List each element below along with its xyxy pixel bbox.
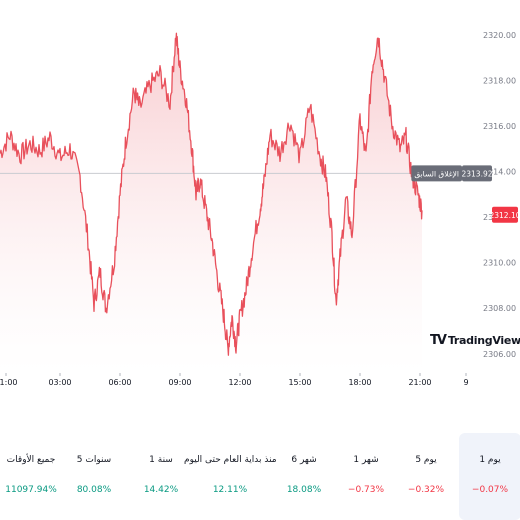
price-area-fill bbox=[0, 33, 422, 373]
period-change-value: 14.42% bbox=[143, 485, 179, 495]
x-axis: 01:00 03:00 06:00 09:00 12:00 15:00 18:00 21:00… bbox=[0, 373, 469, 387]
x-tick-label: 12:00 bbox=[228, 378, 251, 387]
period-tab[interactable]: 6 شهر 18.08% bbox=[273, 433, 335, 520]
period-label: 1 شهر bbox=[353, 455, 379, 465]
x-tick-label: 09:00 bbox=[168, 378, 191, 387]
period-label: 5 سنوات bbox=[76, 455, 112, 465]
period-change-value: 18.08% bbox=[286, 485, 322, 495]
period-change-value: −0.73% bbox=[347, 485, 385, 495]
period-tab[interactable]: 1 يوم −0.07% bbox=[459, 433, 520, 520]
price-chart[interactable]: 2320.002318.002316.002314.002312.002310.… bbox=[0, 0, 520, 395]
period-change-value: −0.32% bbox=[407, 485, 445, 495]
period-tab[interactable]: 5 يوم −0.32% bbox=[395, 433, 457, 520]
x-tick-label: 03:00 bbox=[48, 378, 71, 387]
period-label: 1 سنة bbox=[149, 455, 173, 465]
y-tick-label: 2314.00 bbox=[483, 168, 516, 177]
period-change-value: 12.11% bbox=[212, 485, 248, 495]
last-price-badge: 2312.10 bbox=[489, 206, 520, 223]
period-label: جميع الأوقات bbox=[6, 455, 56, 465]
period-label: 6 شهر bbox=[291, 455, 317, 465]
period-label: 1 يوم bbox=[479, 455, 501, 465]
period-change-value: 11097.94% bbox=[5, 485, 57, 495]
tradingview-logo-icon: TV bbox=[430, 333, 447, 348]
prev-close-label-bg bbox=[411, 165, 462, 182]
period-label: منذ بداية العام حتى اليوم bbox=[184, 455, 277, 465]
y-tick-label: 2318.00 bbox=[483, 76, 516, 85]
prev-close-label: الإغلاق السابق bbox=[414, 169, 459, 178]
y-tick-label: 2320.00 bbox=[483, 31, 516, 40]
tradingview-logo[interactable]: TV TradingView bbox=[430, 333, 520, 348]
period-change-value: −0.07% bbox=[471, 485, 509, 495]
chart-svg[interactable]: 2320.002318.002316.002314.002312.002310.… bbox=[0, 0, 520, 395]
last-price-bg bbox=[492, 206, 518, 223]
period-tab[interactable]: 1 سنة 14.42% bbox=[130, 433, 192, 520]
period-tab[interactable]: جميع الأوقات 11097.94% bbox=[0, 433, 62, 520]
x-tick-label: 9 bbox=[463, 378, 468, 387]
x-tick-label: 18:00 bbox=[348, 378, 371, 387]
last-price-value: 2312.10 bbox=[489, 211, 520, 220]
period-tab[interactable]: 1 شهر −0.73% bbox=[335, 433, 397, 520]
performance-periods: 1 يوم −0.07% 5 يوم −0.32% 1 شهر −0.73% 6 شهر 18… bbox=[0, 433, 520, 520]
tradingview-logo-text: TradingView bbox=[447, 334, 520, 347]
y-tick-label: 2310.00 bbox=[483, 259, 516, 268]
period-tab[interactable]: منذ بداية العام حتى اليوم 12.11% bbox=[184, 433, 277, 520]
y-axis: 2320.002318.002316.002314.002312.002310.… bbox=[483, 31, 516, 359]
y-tick-label: 2306.00 bbox=[483, 350, 516, 359]
period-tab[interactable]: 5 سنوات 80.08% bbox=[63, 433, 125, 520]
x-tick-label: 01:00 bbox=[0, 378, 18, 387]
x-tick-label: 15:00 bbox=[288, 378, 311, 387]
y-tick-label: 2308.00 bbox=[483, 304, 516, 313]
prev-close-value: 2313.92 bbox=[461, 169, 492, 178]
y-tick-label: 2316.00 bbox=[483, 122, 516, 131]
period-change-value: 80.08% bbox=[76, 485, 112, 495]
x-tick-label: 21:00 bbox=[408, 378, 431, 387]
price-line[interactable] bbox=[0, 32, 423, 356]
prev-close-value-bg bbox=[462, 165, 492, 182]
period-label: 5 يوم bbox=[415, 455, 437, 465]
x-tick-label: 06:00 bbox=[108, 378, 131, 387]
